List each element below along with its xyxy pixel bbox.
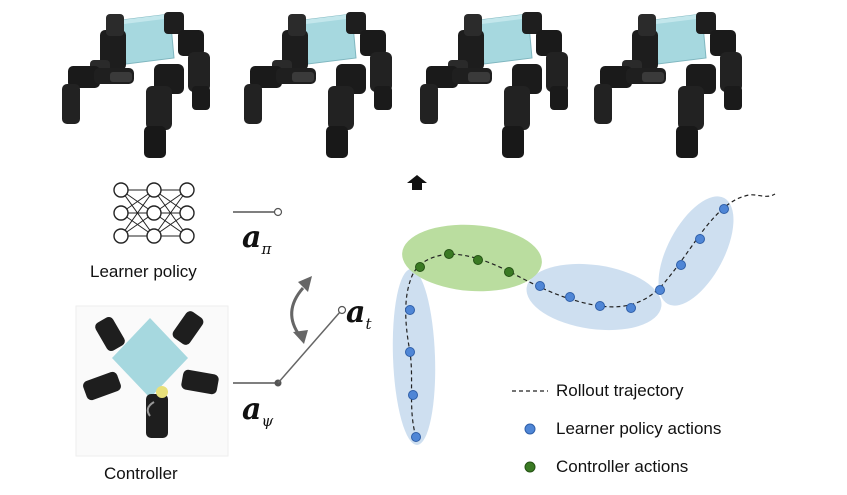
learner-region-middle (526, 263, 662, 331)
a-t-symbol: at (346, 295, 371, 333)
learner-action-dot (408, 390, 418, 400)
learner-action-dot (535, 281, 545, 291)
learner-action-dot (595, 301, 605, 311)
controller-region (402, 224, 542, 292)
learner-action-dot (405, 347, 415, 357)
a-psi-sub: ψ (261, 412, 274, 430)
a-psi-symbol: aψ (242, 392, 273, 430)
a-t-sub: t (365, 315, 372, 333)
learner-policy-label: Learner policy (90, 262, 197, 281)
controller-action-dot (415, 262, 425, 272)
learner-action-dot (626, 303, 636, 313)
a-pi-base: a (242, 220, 262, 255)
learner-region-right (658, 196, 734, 306)
learner-action-dot (411, 432, 421, 442)
legend-controller-marker (524, 461, 536, 473)
controller-label: Controller (104, 464, 178, 483)
a-pi-symbol: aπ (242, 220, 271, 258)
learner-action-dot (655, 285, 665, 295)
legend-learner-label: Learner policy actions (556, 419, 722, 438)
controller-action-dot (504, 267, 514, 277)
legend-learner-marker (524, 423, 536, 435)
robot-renders (61, 11, 743, 159)
legend-controller-label: Controller actions (556, 457, 689, 476)
a-psi-base: a (242, 392, 262, 427)
learner-action-dot (405, 305, 415, 315)
learner-action-dot (719, 204, 729, 214)
learner-action-dot (695, 234, 705, 244)
controller-action-dot (444, 249, 454, 259)
controller-action-dot (473, 255, 483, 265)
learner-action-dot (565, 292, 575, 302)
legend-rollout-label: Rollout trajectory (556, 381, 684, 400)
a-t-base: a (346, 295, 366, 330)
a-pi-sub: π (261, 240, 272, 258)
learner-region-left (392, 269, 436, 445)
learner-action-dot (676, 260, 686, 270)
